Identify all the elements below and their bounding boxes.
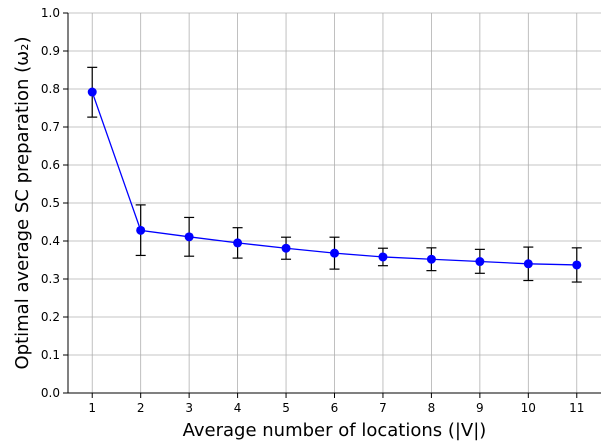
x-tick-label: 7 bbox=[379, 401, 387, 415]
grid bbox=[68, 12, 601, 394]
data-point bbox=[378, 252, 388, 262]
data-point bbox=[87, 87, 97, 97]
data-point bbox=[136, 225, 146, 235]
data-point bbox=[330, 248, 339, 258]
x-axis-title: Average number of locations (|V|) bbox=[183, 420, 487, 441]
data-point bbox=[184, 232, 194, 242]
x-tick-label: 8 bbox=[428, 401, 436, 415]
x-tick-label: 10 bbox=[521, 401, 536, 415]
x-tick-label: 2 bbox=[137, 401, 145, 415]
y-tick-label: 1.0 bbox=[41, 6, 60, 20]
y-tick-label: 0.9 bbox=[41, 44, 60, 58]
x-tick-label: 3 bbox=[185, 401, 193, 415]
x-tick-label: 11 bbox=[569, 401, 584, 415]
y-tick-label: 0.1 bbox=[41, 348, 60, 362]
data-point bbox=[233, 238, 243, 248]
data-series bbox=[87, 66, 582, 283]
y-tick-label: 0.2 bbox=[41, 310, 60, 324]
y-tick-label: 0.6 bbox=[41, 158, 60, 172]
data-point bbox=[426, 254, 436, 264]
data-point bbox=[281, 243, 291, 253]
y-tick-label: 0.3 bbox=[41, 272, 60, 286]
x-tick-label: 1 bbox=[88, 401, 96, 415]
data-point bbox=[572, 260, 582, 270]
y-tick-label: 0.7 bbox=[41, 120, 60, 134]
x-tick-label: 4 bbox=[234, 401, 242, 415]
y-tick-label: 0.4 bbox=[41, 234, 60, 248]
y-tick-label: 0.0 bbox=[41, 386, 60, 400]
x-tick-label: 9 bbox=[476, 401, 484, 415]
data-point bbox=[475, 257, 485, 267]
x-tick-label: 5 bbox=[282, 401, 290, 415]
axes: 0.0 0.1 0.2 0.3 0.4 0.5 0.6 0.7 0.8 0.9 1.0 1 2 3 4 5 6 7… bbox=[41, 6, 601, 415]
y-axis-title: Optimal average SC preparation (ω₂) bbox=[12, 37, 33, 370]
y-tick-label: 0.5 bbox=[41, 196, 60, 210]
y-tick-label: 0.8 bbox=[41, 82, 60, 96]
x-tick-label: 6 bbox=[331, 401, 339, 415]
data-point bbox=[523, 259, 533, 269]
